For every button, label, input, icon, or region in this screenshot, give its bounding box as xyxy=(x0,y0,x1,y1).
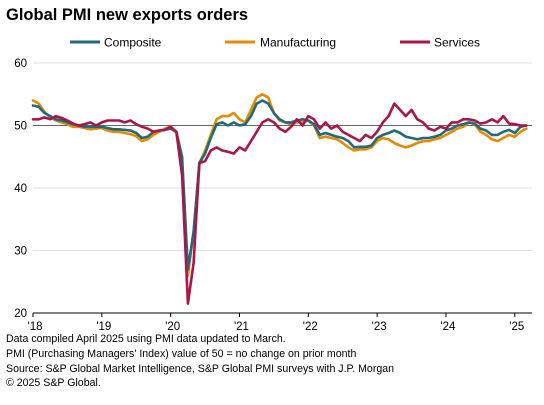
x-tick-label: '22 xyxy=(303,321,318,333)
footer-note-source: Source: S&P Global Market Intelligence, … xyxy=(6,362,395,375)
axes: 20 30 40 50 60 '18 '19 '20 '21 '22 '23 '24 '25 xyxy=(14,58,532,333)
legend: Composite Manufacturing Services xyxy=(70,36,480,50)
footer-notes: Data compiled April 2025 using PMI data … xyxy=(6,332,394,391)
y-tick-label: 50 xyxy=(14,121,27,133)
legend-label-composite: Composite xyxy=(104,36,162,50)
y-tick-label: 30 xyxy=(14,246,27,258)
y-tick-label: 40 xyxy=(14,183,27,195)
footer-note-compiled: Data compiled April 2025 using PMI data … xyxy=(6,333,286,345)
x-tick-label: '21 xyxy=(234,321,249,333)
x-tick-label: '23 xyxy=(372,321,387,333)
series-line-composite xyxy=(31,99,528,271)
legend-label-services: Services xyxy=(434,36,480,50)
series-lines xyxy=(31,93,528,305)
series-line-services xyxy=(31,102,528,305)
legend-label-manufacturing: Manufacturing xyxy=(260,36,336,50)
x-tick-label: '20 xyxy=(165,321,180,333)
footer-note-copyright: © 2025 S&P Global. xyxy=(6,377,101,390)
x-tick-label: '19 xyxy=(96,321,111,333)
y-tick-label: 20 xyxy=(14,308,27,320)
x-tick-label: '18 xyxy=(28,321,43,333)
x-tick-label: '25 xyxy=(509,321,524,333)
y-tick-label: 60 xyxy=(14,58,27,70)
footer-note-pmi-definition: PMI (Purchasing Managers' Index) value o… xyxy=(6,347,357,360)
chart-title: Global PMI new exports orders xyxy=(6,6,249,24)
gridlines xyxy=(33,62,532,314)
x-tick-label: '24 xyxy=(440,321,456,333)
